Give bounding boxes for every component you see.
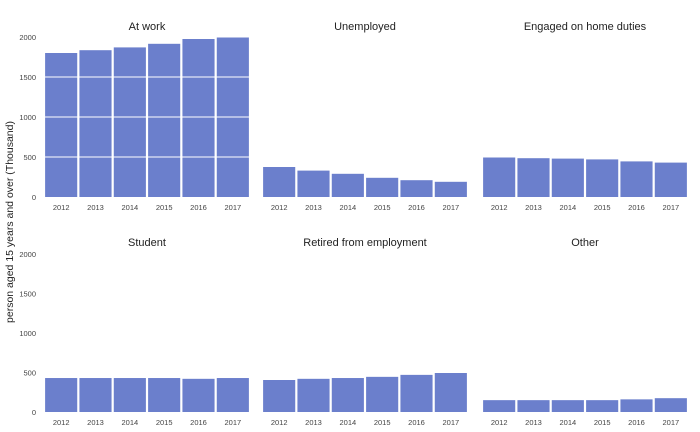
x-tick-label: 2016 [190, 203, 207, 212]
panel-title: Engaged on home duties [524, 21, 647, 33]
x-tick-label: 2017 [224, 418, 241, 427]
x-tick-label: 2013 [305, 418, 322, 427]
bar [79, 378, 112, 412]
bar [182, 378, 215, 412]
x-tick-label: 2014 [121, 418, 138, 427]
panel-title: Unemployed [334, 21, 396, 33]
x-tick-label: 2012 [271, 203, 288, 212]
bar [216, 378, 249, 412]
bar [586, 400, 619, 412]
bar [366, 177, 399, 197]
x-tick-label: 2017 [662, 203, 679, 212]
y-tick-label: 500 [23, 369, 36, 378]
bar [517, 400, 550, 412]
x-tick-label: 2014 [559, 203, 576, 212]
y-tick-label: 2000 [19, 33, 36, 42]
x-tick-label: 2017 [442, 203, 459, 212]
bar [331, 173, 364, 197]
x-tick-label: 2015 [594, 418, 611, 427]
x-tick-label: 2016 [190, 418, 207, 427]
panel-3: Engaged on home duties 2012 2013 2014 2015 20… [482, 21, 688, 212]
bar [79, 50, 112, 198]
x-tick-label: 2015 [156, 418, 173, 427]
bar [263, 380, 296, 412]
x-tick-label: 2013 [305, 203, 322, 212]
panel-title: Retired from employment [303, 237, 427, 249]
x-tick-label: 2015 [594, 203, 611, 212]
bar [483, 157, 516, 197]
y-axis-label: person aged 15 years and over (Thousand) [4, 121, 16, 323]
bar [148, 43, 181, 197]
bar [400, 180, 433, 197]
panel-4: Student 0 500 1000 1500 2000 2012 2013 2014 2015 2… [19, 237, 250, 427]
x-tick-label: 2017 [442, 418, 459, 427]
x-tick-label: 2012 [271, 418, 288, 427]
y-tick-label: 2000 [19, 250, 36, 259]
bar [483, 400, 516, 412]
panel-2: Unemployed 2012 2013 2014 2015 2016 2017 [262, 21, 468, 212]
bar [182, 39, 215, 197]
bar [551, 158, 584, 197]
bar [551, 400, 584, 412]
bar [620, 161, 653, 197]
x-tick-label: 2014 [339, 203, 356, 212]
x-tick-label: 2017 [662, 418, 679, 427]
x-tick-label: 2016 [408, 418, 425, 427]
panel-title: At work [129, 21, 166, 33]
bar [113, 378, 146, 412]
y-axis-label-group: person aged 15 years and over (Thousand) [4, 121, 16, 323]
bar [297, 378, 330, 412]
y-tick-label: 0 [32, 408, 36, 417]
panel-title: Student [128, 237, 166, 249]
y-tick-label: 1500 [19, 290, 36, 299]
x-tick-label: 2015 [156, 203, 173, 212]
x-tick-label: 2013 [525, 418, 542, 427]
panel-6: Other 2012 2013 2014 2015 2016 2017 [482, 237, 688, 427]
bar [434, 181, 467, 197]
bar [148, 378, 181, 412]
bar [517, 158, 550, 197]
bar [654, 398, 687, 412]
panels: At work 0 500 1000 1500 2000 2012 2013 2014 2015 2… [19, 21, 688, 427]
bar [45, 53, 78, 197]
bar [45, 378, 78, 412]
x-tick-label: 2014 [121, 203, 138, 212]
panel-1: At work 0 500 1000 1500 2000 2012 2013 2014 2015 2… [19, 21, 250, 212]
y-tick-label: 1000 [19, 329, 36, 338]
panel-5: Retired from employment 2012 2013 2014 2015 2… [262, 237, 468, 427]
bar [620, 399, 653, 412]
x-tick-label: 2012 [491, 418, 508, 427]
x-tick-label: 2012 [53, 203, 70, 212]
bar [331, 378, 364, 412]
bar [263, 167, 296, 197]
bar [297, 170, 330, 197]
x-tick-label: 2012 [491, 203, 508, 212]
y-tick-label: 0 [32, 193, 36, 202]
x-tick-label: 2014 [339, 418, 356, 427]
x-tick-label: 2013 [525, 203, 542, 212]
x-tick-label: 2016 [628, 203, 645, 212]
bar [400, 374, 433, 412]
x-tick-label: 2013 [87, 418, 104, 427]
x-tick-label: 2017 [224, 203, 241, 212]
y-tick-label: 1000 [19, 113, 36, 122]
x-tick-label: 2015 [374, 203, 391, 212]
y-tick-label: 1500 [19, 73, 36, 82]
x-tick-label: 2016 [628, 418, 645, 427]
bar [654, 162, 687, 197]
panel-title: Other [571, 237, 599, 249]
bar [586, 159, 619, 197]
x-tick-label: 2015 [374, 418, 391, 427]
bar [113, 47, 146, 198]
bar [434, 372, 467, 412]
x-tick-label: 2016 [408, 203, 425, 212]
x-tick-label: 2013 [87, 203, 104, 212]
bar [366, 376, 399, 412]
x-tick-label: 2014 [559, 418, 576, 427]
x-tick-label: 2012 [53, 418, 70, 427]
y-tick-label: 500 [23, 153, 36, 162]
